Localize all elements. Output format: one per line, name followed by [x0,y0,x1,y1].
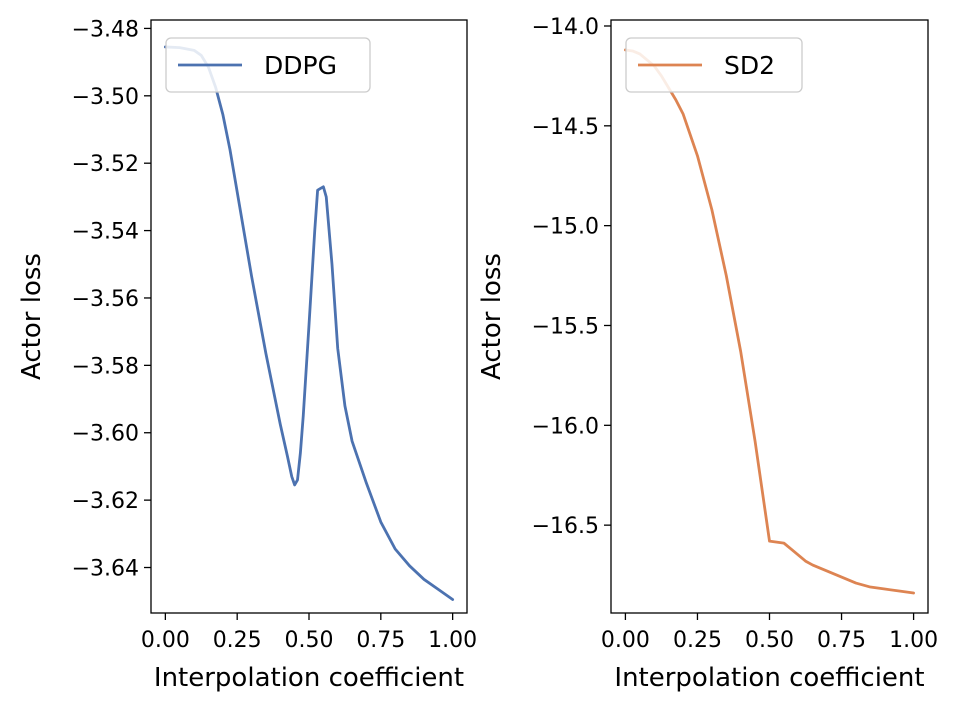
ddpg-series-line [163,45,455,601]
sd2-y-tick-label: −15.5 [532,314,599,339]
sd2-y-tick-label: −15.0 [532,215,599,240]
ddpg-legend-label: DDPG [264,51,337,80]
sd2-axes-frame [610,19,929,614]
ddpg-y-tick-label: −3.58 [72,354,139,379]
sd2-y-tick-label: −16.0 [532,414,599,439]
sd2-series-line [624,48,915,595]
sd2-y-tick-label: −14.5 [532,115,599,140]
ddpg-y-tick-label: −3.50 [72,85,139,110]
sd2-legend-label: SD2 [724,51,775,80]
sd2-chart-panel: 0.00 0.25 0.50 0.75 1.00 −14.0 −14.5 −15.0 −15.5… [477,15,938,693]
sd2-y-tick-label: −16.5 [532,514,599,539]
ddpg-chart-panel: 0.00 0.25 0.50 0.75 1.00 −3.48 −3.50 −3.52 −3.54… [17,17,477,693]
ddpg-y-tick-label: −3.64 [72,557,139,582]
ddpg-x-tick-label: 1.00 [428,628,477,653]
sd2-x-tick-label: 0.00 [601,628,650,653]
sd2-x-tick-label: 0.25 [673,628,722,653]
sd2-legend-box [625,37,803,93]
ddpg-x-tick-label: 0.25 [213,628,262,653]
ddpg-x-tick-label: 0.00 [141,628,190,653]
ddpg-x-tick-label: 0.50 [285,628,334,653]
ddpg-legend-box [165,37,371,93]
sd2-y-tick-label: −14.0 [532,15,599,40]
ddpg-y-tick-label: −3.48 [72,17,139,42]
ddpg-y-tick-label: −3.60 [72,422,139,447]
sd2-x-axis-label: Interpolation coefficient [614,663,924,693]
ddpg-y-tick-label: −3.54 [72,220,139,245]
ddpg-x-tick-label: 0.75 [356,628,405,653]
ddpg-x-axis-label: Interpolation coefficient [154,663,464,693]
ddpg-y-tick-label: −3.56 [72,287,139,312]
ddpg-y-axis-label: Actor loss [17,253,47,380]
sd2-x-tick-label: 1.00 [889,628,938,653]
sd2-x-tick-label: 0.50 [745,628,794,653]
sd2-y-axis-label: Actor loss [477,253,507,380]
ddpg-y-tick-label: −3.62 [72,489,139,514]
sd2-x-tick-label: 0.75 [817,628,866,653]
ddpg-y-tick-label: −3.52 [72,152,139,177]
